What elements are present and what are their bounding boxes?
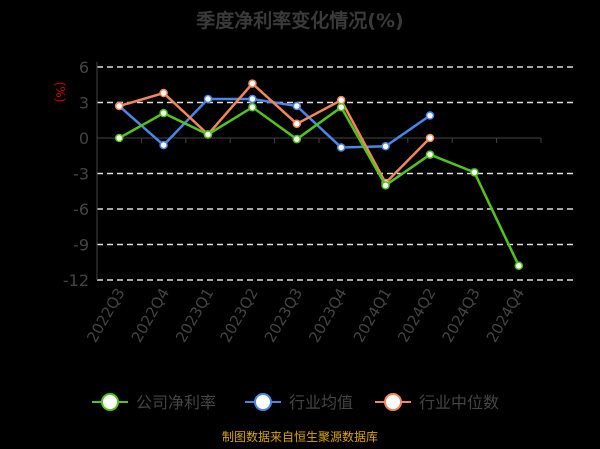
data-point	[425, 111, 435, 120]
data-point	[292, 101, 302, 111]
legend-label: 公司净利率	[136, 393, 216, 412]
legend-label: 行业均值	[289, 393, 353, 412]
x-tick-label: 2023Q1	[172, 285, 217, 346]
x-tick-label: 2022Q3	[83, 285, 128, 346]
series-line	[118, 81, 431, 186]
data-point	[114, 133, 124, 143]
x-tick-label: 2024Q2	[394, 285, 439, 346]
y-tick-label: 0	[79, 129, 89, 148]
data-point	[292, 134, 302, 144]
data-point	[336, 95, 346, 105]
y-tick-label: -9	[73, 236, 89, 255]
data-point	[248, 79, 257, 88]
data-point	[514, 261, 524, 271]
data-point	[425, 150, 435, 159]
y-axis-label: (%)	[53, 82, 67, 103]
x-tick-label: 2024Q3	[439, 285, 484, 346]
data-point	[470, 168, 479, 177]
data-point	[114, 101, 124, 111]
y-tick-label: -12	[63, 271, 89, 290]
x-tick-label: 2023Q3	[261, 285, 306, 346]
y-tick-label: 6	[79, 58, 89, 77]
data-point	[159, 108, 168, 118]
data-point	[336, 143, 346, 152]
data-source: 制图数据来自恒生聚源数据库	[221, 430, 378, 444]
data-point	[248, 102, 257, 112]
data-point	[159, 88, 168, 98]
legend-marker	[254, 393, 272, 411]
x-tick-label: 2022Q4	[128, 285, 173, 346]
legend-marker	[101, 393, 119, 411]
x-tick-label: 2023Q4	[305, 285, 350, 346]
series-line	[118, 105, 520, 267]
data-point	[203, 94, 213, 104]
chart-title: 季度净利率变化情况(%)	[196, 10, 404, 32]
legend-label: 行业中位数	[419, 393, 499, 412]
data-point	[381, 181, 390, 190]
data-point	[248, 94, 257, 104]
y-tick-label: 3	[79, 94, 89, 113]
legend-marker	[384, 393, 402, 411]
data-point	[336, 102, 346, 112]
y-tick-label: -3	[73, 165, 89, 184]
x-tick-label: 2023Q2	[217, 285, 262, 346]
data-point	[203, 130, 213, 139]
y-tick-label: -6	[73, 200, 89, 219]
data-point	[425, 133, 435, 143]
data-point	[159, 140, 168, 150]
data-point	[381, 142, 390, 151]
data-point	[292, 119, 302, 129]
x-tick-label: 2024Q1	[350, 285, 395, 346]
x-tick-label: 2024Q4	[483, 285, 528, 346]
